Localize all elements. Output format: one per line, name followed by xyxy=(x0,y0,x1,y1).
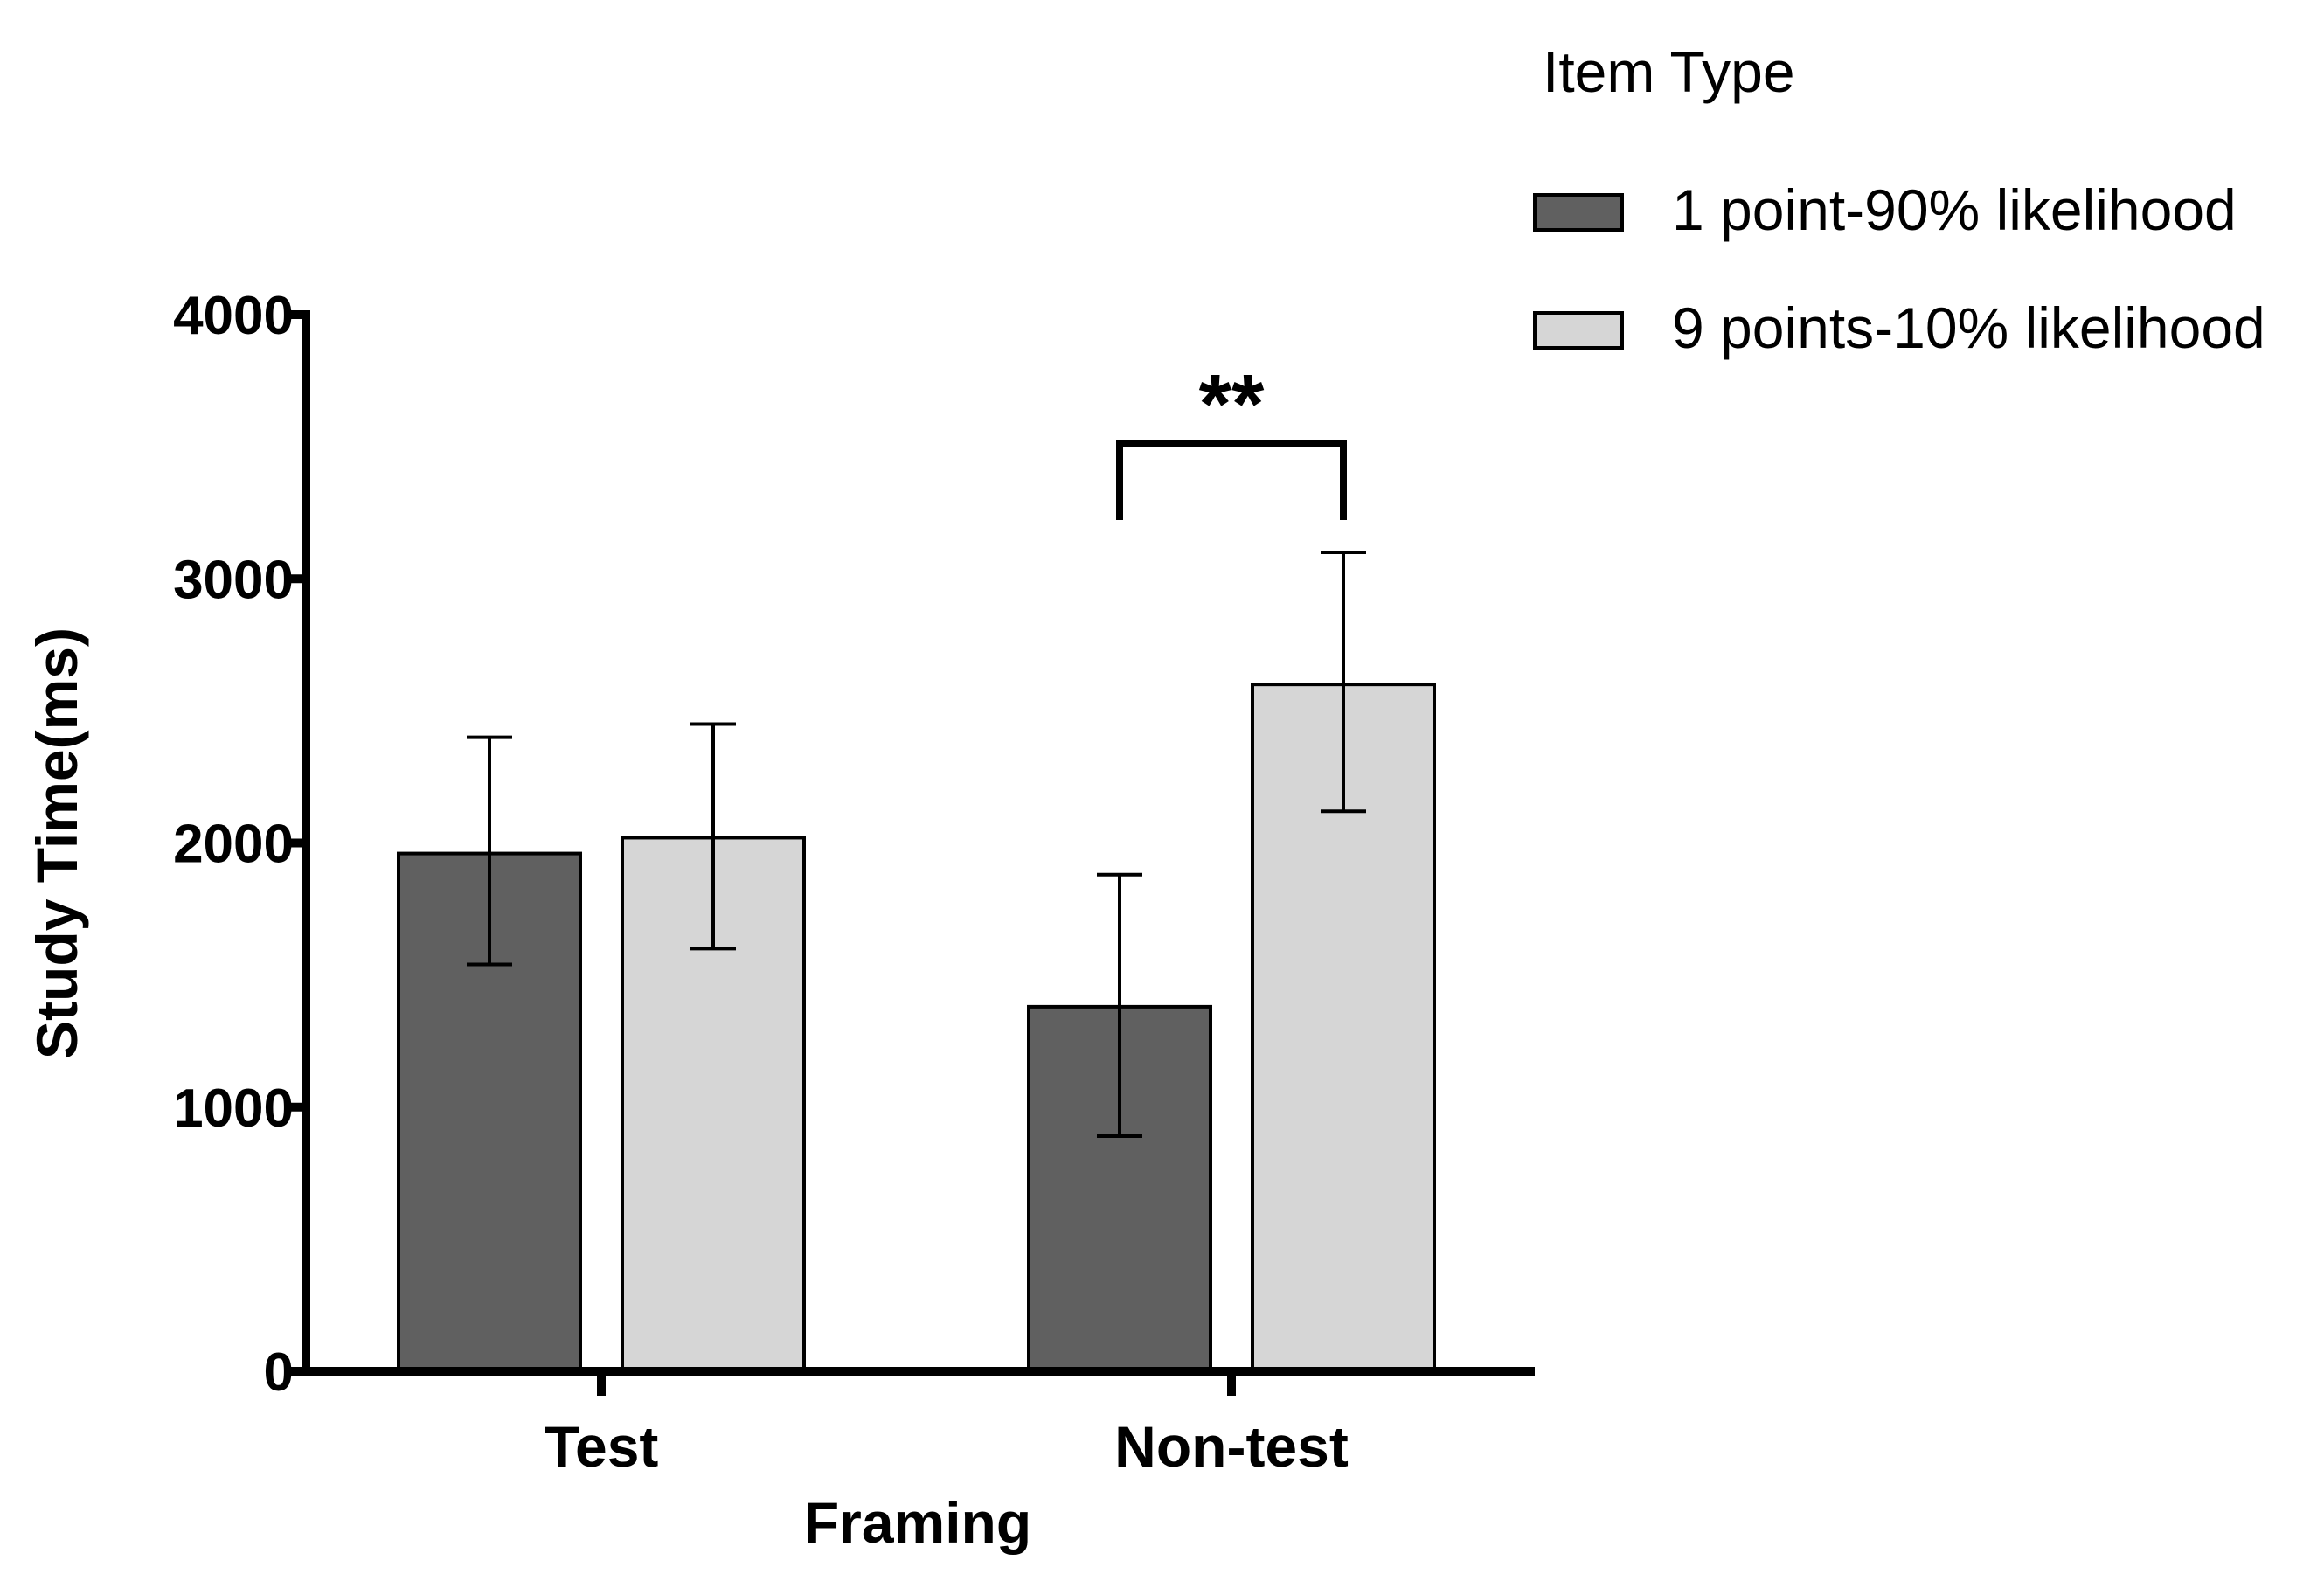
legend-title: Item Type xyxy=(1543,39,1795,104)
legend-swatch xyxy=(1533,193,1624,232)
x-tick-label: Non-test xyxy=(1114,1414,1349,1479)
y-tick-label: 1000 xyxy=(173,1078,294,1139)
y-axis-ticks: 0 1000 2000 3000 4000 xyxy=(173,286,306,1403)
significance-bracket: ** xyxy=(1116,357,1347,520)
significance-label: ** xyxy=(1199,357,1265,451)
x-axis-ticks: Test Non-test xyxy=(545,1371,1349,1479)
axes xyxy=(302,310,1535,1376)
legend: Item Type 1 point-90% likelihood 9 points… xyxy=(1533,39,2265,360)
y-tick-label: 3000 xyxy=(173,550,294,610)
y-tick-label: 4000 xyxy=(173,286,294,346)
x-axis-title: Framing xyxy=(804,1490,1031,1555)
bars xyxy=(397,683,1436,1374)
error-bars xyxy=(467,551,1366,1138)
y-axis-title: Study Time(ms) xyxy=(24,628,89,1059)
significance-bracket-line xyxy=(1116,440,1347,520)
x-tick-label: Test xyxy=(545,1414,659,1479)
legend-label: 1 point-90% likelihood xyxy=(1672,177,2237,242)
legend-label: 9 points-10% likelihood xyxy=(1672,295,2265,360)
y-tick-label: 2000 xyxy=(173,815,294,875)
legend-swatch xyxy=(1533,311,1624,350)
y-tick-label: 0 xyxy=(264,1342,294,1403)
